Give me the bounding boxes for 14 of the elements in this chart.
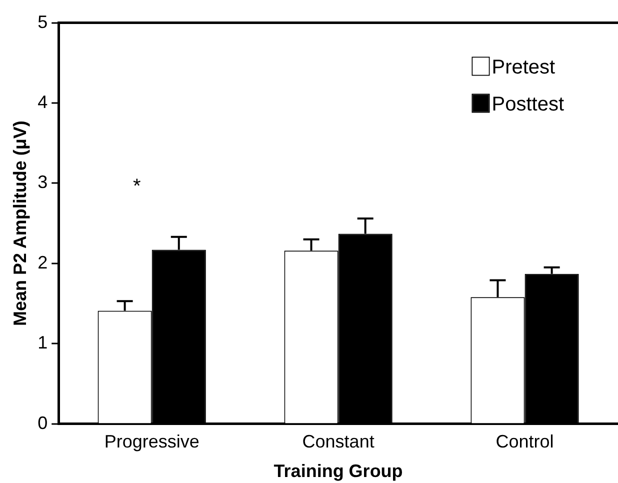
y-tick-label: 5 [38,12,48,32]
x-tick-label: Control [496,432,554,452]
y-tick-label: 3 [38,172,48,192]
x-tick-label: Constant [302,432,374,452]
y-tick-label: 1 [38,332,48,353]
y-tick-label: 4 [38,92,48,112]
legend-label: Posttest [492,93,564,116]
y-axis-title: Mean P2 Amplitude (μV) [10,120,30,326]
x-axis-title: Training Group [274,461,403,482]
y-tick-label: 2 [38,252,48,272]
x-tick-label: Progressive [104,432,200,452]
legend-label: Pretest [492,56,556,78]
y-tick-label: 0 [38,412,48,433]
annotation: * [132,176,141,198]
